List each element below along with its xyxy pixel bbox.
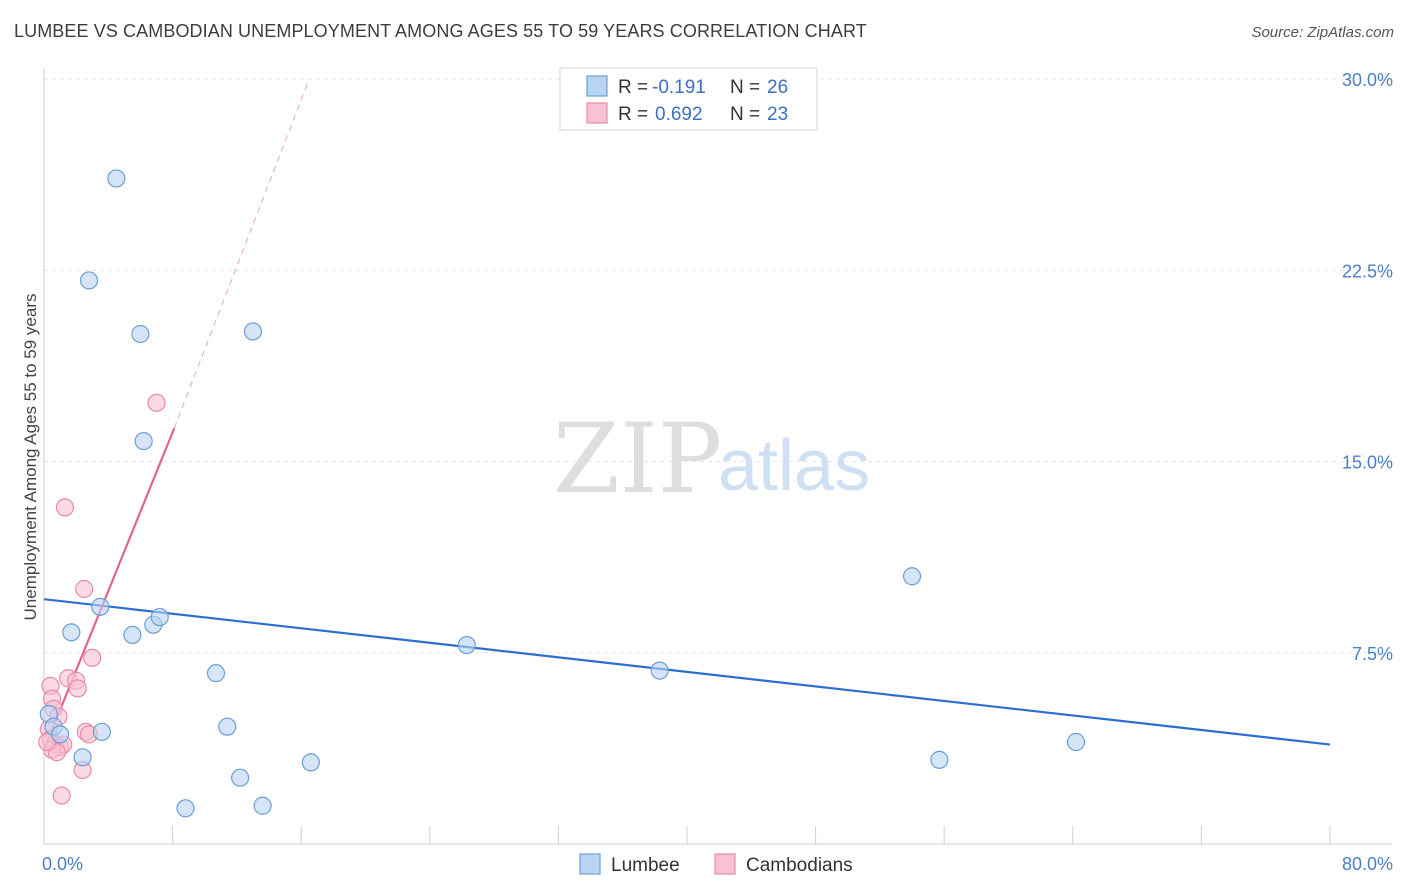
point-cambodians (147, 393, 166, 412)
legend-r-value-lumbee: -0.191 (652, 77, 706, 98)
trend-line-cambodians-extension (173, 78, 310, 429)
point-lumbee (131, 324, 150, 344)
legend-n-label-cambodians: N = (730, 104, 765, 125)
data-points (38, 169, 1086, 818)
watermark-atlas: atlas (718, 426, 870, 506)
point-lumbee (206, 664, 226, 683)
point-cambodians (68, 679, 87, 698)
y-axis-label: Unemployment Among Ages 55 to 59 years (21, 294, 40, 621)
point-lumbee (301, 753, 320, 772)
trend-line-cambodians (42, 427, 176, 751)
legend-r-value-cambodians: 0.692 (655, 104, 703, 125)
series-legend-swatch-lumbee (579, 853, 601, 875)
point-lumbee (79, 271, 99, 290)
point-lumbee (243, 322, 263, 341)
y-tick-label: 22.5% (1342, 261, 1393, 281)
point-lumbee (134, 432, 153, 451)
legend-swatch-cambodians (586, 102, 608, 124)
y-tick-labels: 7.5% 15.0% 22.5% 30.0% (1342, 70, 1393, 664)
point-lumbee (457, 635, 476, 655)
point-cambodians (75, 579, 94, 599)
series-legend-label-cambodians: Cambodians (746, 855, 853, 876)
x-tick-label-min: 0.0% (42, 854, 83, 874)
point-cambodians (83, 648, 102, 667)
series-legend: Lumbee Cambodians (579, 853, 853, 876)
point-lumbee (176, 799, 195, 818)
legend-swatch-lumbee (586, 75, 608, 97)
point-lumbee (50, 725, 70, 744)
correlation-legend: R = -0.191 N = 26 R = 0.692 N = 23 (559, 67, 818, 131)
legend-n-value-cambodians: 23 (767, 104, 788, 125)
point-lumbee (231, 768, 250, 787)
point-lumbee (91, 597, 110, 616)
point-lumbee (73, 748, 92, 767)
y-tick-label: 30.0% (1342, 70, 1393, 90)
point-lumbee (92, 722, 111, 741)
x-tick-label-max: 80.0% (1342, 854, 1393, 874)
point-lumbee (150, 607, 169, 627)
point-lumbee (1066, 732, 1086, 752)
point-cambodians (52, 786, 71, 805)
y-tick-label: 15.0% (1342, 453, 1393, 473)
legend-r-label-cambodians: R = (618, 104, 653, 125)
point-lumbee (930, 750, 949, 769)
point-lumbee (123, 625, 142, 645)
trend-lines (42, 78, 1331, 751)
legend-n-label-lumbee: N = (730, 77, 765, 98)
trend-line-lumbee (43, 598, 1331, 746)
chart-title: LUMBEE VS CAMBODIAN UNEMPLOYMENT AMONG A… (14, 21, 867, 41)
point-cambodians (55, 498, 74, 517)
point-lumbee (650, 661, 669, 680)
legend-r-label-lumbee: R = (618, 77, 653, 98)
point-lumbee (902, 567, 922, 586)
watermark-zip: ZIP (553, 403, 722, 515)
point-lumbee (62, 623, 81, 642)
y-tick-label: 7.5% (1352, 644, 1393, 664)
point-lumbee (218, 717, 237, 736)
x-tick-marks (172, 826, 1331, 844)
series-legend-swatch-cambodians (714, 853, 736, 875)
source-label: Source: ZipAtlas.com (1251, 24, 1394, 41)
point-lumbee (253, 796, 272, 815)
legend-n-value-lumbee: 26 (767, 77, 788, 98)
grid-lines (44, 78, 1392, 654)
point-lumbee (107, 169, 126, 188)
series-legend-label-lumbee: Lumbee (611, 855, 680, 876)
